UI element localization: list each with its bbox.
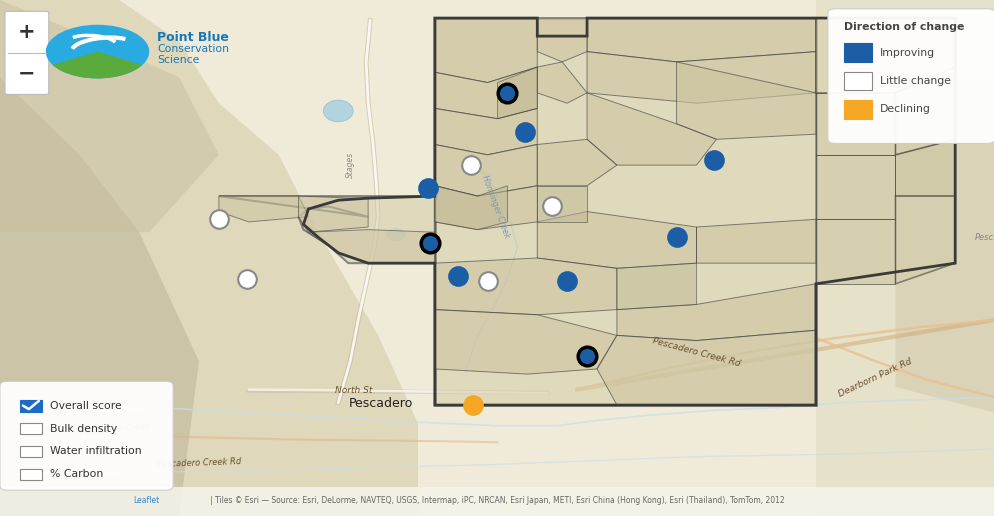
Text: Little change: Little change (879, 76, 949, 86)
FancyBboxPatch shape (0, 381, 173, 490)
Ellipse shape (323, 100, 353, 122)
Polygon shape (434, 186, 537, 230)
Text: North St: North St (334, 386, 372, 395)
Polygon shape (815, 0, 994, 516)
Polygon shape (298, 196, 368, 232)
Text: −: − (18, 63, 36, 83)
Text: +: + (18, 22, 36, 42)
Text: Bulk density: Bulk density (50, 424, 116, 434)
Polygon shape (497, 67, 537, 119)
Point (462, 161, 478, 169)
Polygon shape (434, 258, 616, 315)
Polygon shape (434, 67, 537, 119)
Polygon shape (815, 18, 954, 93)
Bar (20, 423, 42, 434)
Point (499, 89, 515, 97)
Circle shape (46, 25, 149, 78)
Polygon shape (815, 93, 895, 155)
Polygon shape (434, 144, 537, 196)
Text: Dearborn Park Rd: Dearborn Park Rd (837, 357, 912, 399)
Point (706, 156, 722, 164)
Polygon shape (815, 155, 895, 219)
Text: Pescadero Creek Rd: Pescadero Creek Rd (156, 457, 242, 469)
Text: Water infiltration: Water infiltration (50, 446, 141, 457)
Point (211, 215, 227, 223)
Polygon shape (586, 52, 815, 103)
Polygon shape (434, 18, 537, 83)
Bar (0, 487, 994, 516)
Point (559, 277, 575, 285)
Text: Pescadero Creek Rd: Pescadero Creek Rd (651, 336, 741, 368)
Polygon shape (0, 77, 199, 516)
Point (449, 272, 465, 280)
Text: Leaflet: Leaflet (133, 496, 159, 505)
Polygon shape (696, 219, 815, 263)
Polygon shape (219, 196, 308, 222)
Point (419, 184, 435, 192)
Polygon shape (0, 0, 417, 516)
Polygon shape (537, 186, 586, 222)
Text: Declining: Declining (879, 104, 929, 115)
Point (464, 401, 480, 409)
Text: Stages: Stages (345, 152, 355, 178)
Polygon shape (895, 139, 954, 196)
Polygon shape (434, 108, 537, 155)
Bar (20, 400, 42, 412)
Bar (843, 43, 871, 62)
Text: Overall score: Overall score (50, 401, 121, 411)
Point (544, 202, 560, 211)
Text: Improving: Improving (879, 47, 933, 58)
Bar (20, 469, 42, 480)
Polygon shape (616, 263, 696, 310)
Point (668, 233, 684, 241)
Point (517, 127, 533, 136)
Point (421, 238, 437, 247)
Bar (20, 446, 42, 457)
Text: Pescade: Pescade (974, 233, 994, 242)
Polygon shape (596, 330, 815, 405)
Polygon shape (537, 212, 696, 268)
FancyBboxPatch shape (5, 11, 49, 94)
Polygon shape (537, 18, 586, 62)
Polygon shape (895, 77, 994, 413)
Text: Science: Science (157, 55, 200, 65)
Polygon shape (815, 219, 895, 284)
Ellipse shape (387, 229, 405, 241)
FancyBboxPatch shape (827, 9, 994, 143)
Polygon shape (586, 18, 815, 62)
Text: Pescadero Creek: Pescadero Creek (79, 422, 150, 437)
Polygon shape (586, 93, 716, 165)
Point (239, 275, 254, 283)
Text: | Tiles © Esri — Source: Esri, DeLorme, NAVTEQ, USGS, Intermap, iPC, NRCAN, Esri: | Tiles © Esri — Source: Esri, DeLorme, … (210, 496, 784, 505)
Polygon shape (676, 62, 815, 139)
Polygon shape (0, 0, 219, 232)
Polygon shape (895, 67, 954, 155)
Polygon shape (537, 62, 586, 103)
Text: Point Blue: Point Blue (157, 30, 229, 44)
Polygon shape (434, 18, 815, 405)
Polygon shape (434, 310, 616, 374)
Polygon shape (434, 186, 507, 230)
Text: Conservation: Conservation (157, 44, 229, 54)
Polygon shape (895, 196, 954, 284)
Bar (843, 100, 871, 119)
Text: Pescadero: Pescadero (348, 397, 413, 410)
Text: Honsinger Creek: Honsinger Creek (479, 173, 511, 239)
Point (479, 277, 495, 285)
Text: Direction of change: Direction of change (843, 22, 963, 33)
Point (579, 352, 594, 360)
Polygon shape (616, 284, 815, 341)
Polygon shape (308, 230, 434, 263)
Polygon shape (537, 139, 616, 186)
Polygon shape (219, 196, 434, 263)
Wedge shape (53, 52, 142, 78)
Text: % Carbon: % Carbon (50, 469, 103, 479)
Bar (843, 72, 871, 90)
